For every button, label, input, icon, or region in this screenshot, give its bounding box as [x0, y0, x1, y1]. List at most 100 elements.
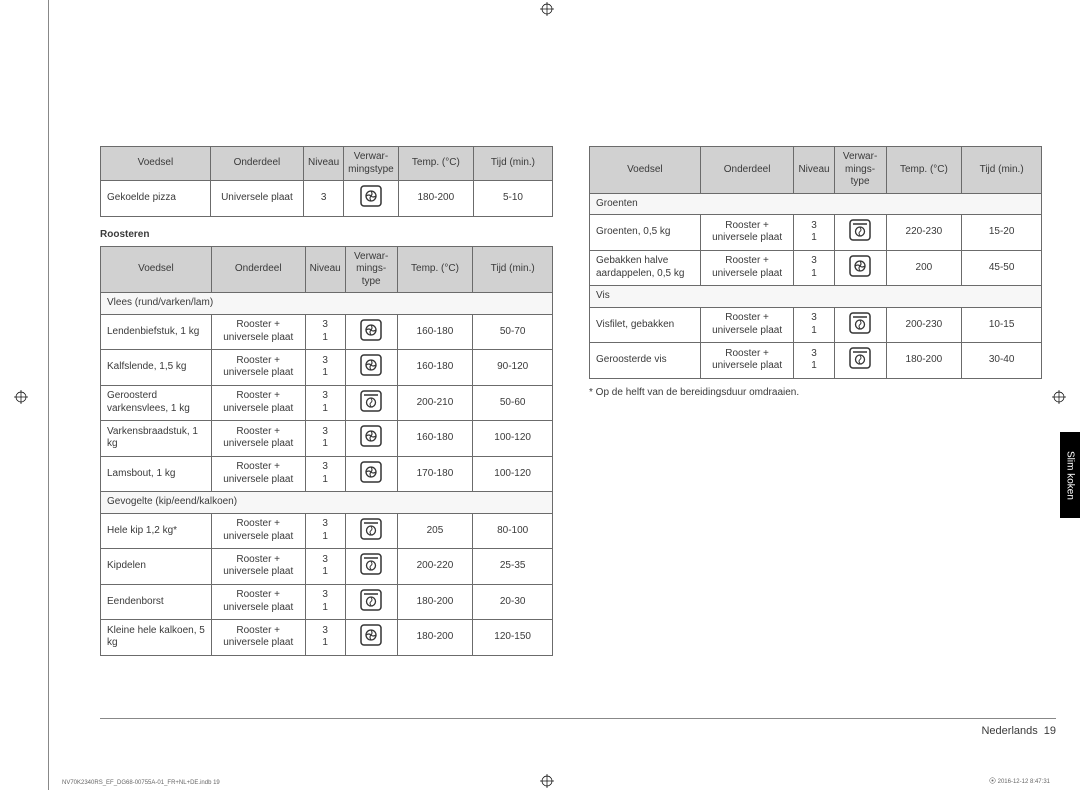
- cell-voedsel: Eendenborst: [101, 584, 212, 620]
- top-heat-icon: [849, 347, 871, 369]
- th-onderdeel: Onderdeel: [211, 246, 305, 293]
- th-voedsel: Voedsel: [101, 147, 211, 181]
- footer-language: Nederlands: [981, 725, 1037, 737]
- cell-voedsel: Kipdelen: [101, 549, 212, 585]
- top-heat-icon: [360, 390, 382, 412]
- cell-niveau: 3: [304, 181, 344, 217]
- cell-temp: 180-200: [886, 343, 962, 379]
- cell-tijd: 50-60: [473, 385, 553, 421]
- cell-niveau: 31: [305, 314, 345, 350]
- cell-voedsel: Gekoelde pizza: [101, 181, 211, 217]
- cell-voedsel: Geroosterde vis: [590, 343, 701, 379]
- cell-niveau: 31: [305, 421, 345, 457]
- table-header-row: Voedsel Onderdeel Niveau Verwar-mings-ty…: [590, 147, 1042, 194]
- cell-niveau: 31: [794, 215, 834, 251]
- top-heat-icon: [360, 518, 382, 540]
- cell-icon: [345, 350, 397, 386]
- cell-onderdeel: Rooster +universele plaat: [211, 513, 305, 549]
- top-heat-icon: [360, 553, 382, 575]
- footnote: * Op de helft van de bereidingsduur omdr…: [589, 387, 1042, 398]
- cell-onderdeel: Universele plaat: [210, 181, 303, 217]
- th-niveau: Niveau: [794, 147, 834, 194]
- convection-icon: [360, 461, 382, 483]
- crop-mark-top: [540, 2, 554, 16]
- cell-niveau: 31: [305, 385, 345, 421]
- th-niveau: Niveau: [305, 246, 345, 293]
- table-subheader-row: Gevogelte (kip/eend/kalkoen): [101, 492, 553, 514]
- cell-temp: 200-230: [886, 307, 962, 343]
- table-row: Geroosterd varkensvlees, 1 kgRooster +un…: [101, 385, 553, 421]
- cell-icon: [345, 456, 397, 492]
- cell-tijd: 80-100: [473, 513, 553, 549]
- th-verwarmingstype: Verwar-mings-type: [345, 246, 397, 293]
- cell-niveau: 31: [305, 513, 345, 549]
- cell-temp: 170-180: [397, 456, 473, 492]
- cell-niveau: 31: [305, 549, 345, 585]
- gear-icon: [989, 777, 996, 786]
- convection-icon: [360, 185, 382, 207]
- table-row: Lendenbiefstuk, 1 kgRooster +universele …: [101, 314, 553, 350]
- table-row: EendenborstRooster +universele plaat31 18…: [101, 584, 553, 620]
- left-column: Voedsel Onderdeel Niveau Verwar-mingstyp…: [100, 146, 553, 656]
- table-roosteren: Voedsel Onderdeel Niveau Verwar-mings-ty…: [100, 246, 553, 656]
- print-meta-timestamp: 2016-12-12 8:47:31: [989, 777, 1050, 786]
- cell-voedsel: Varkensbraadstuk, 1 kg: [101, 421, 212, 457]
- cell-icon: [345, 314, 397, 350]
- cell-niveau: 31: [305, 620, 345, 656]
- cell-tijd: 15-20: [962, 215, 1042, 251]
- table-groenten-vis: Voedsel Onderdeel Niveau Verwar-mings-ty…: [589, 146, 1042, 379]
- print-meta-file: NV70K2340RS_EF_DG68-00755A-01_FR+NL+DE.i…: [62, 780, 220, 786]
- footer-page-number: 19: [1044, 725, 1056, 737]
- th-verwarmingstype: Verwar-mings-type: [834, 147, 886, 194]
- convection-icon: [360, 425, 382, 447]
- cell-tijd: 100-120: [473, 456, 553, 492]
- cell-temp: 220-230: [886, 215, 962, 251]
- cell-tijd: 120-150: [473, 620, 553, 656]
- cell-voedsel: Hele kip 1,2 kg*: [101, 513, 212, 549]
- top-heat-icon: [360, 589, 382, 611]
- th-voedsel: Voedsel: [101, 246, 212, 293]
- subheader-cell: Groenten: [590, 193, 1042, 215]
- cell-onderdeel: Rooster +universele plaat: [700, 307, 794, 343]
- cell-icon: [345, 513, 397, 549]
- cell-icon: [345, 385, 397, 421]
- timestamp-text: 2016-12-12 8:47:31: [998, 779, 1050, 785]
- cell-voedsel: Groenten, 0,5 kg: [590, 215, 701, 251]
- cell-icon: [345, 620, 397, 656]
- cell-temp: 200-220: [397, 549, 473, 585]
- cell-voedsel: Geroosterd varkensvlees, 1 kg: [101, 385, 212, 421]
- cell-temp: 180-200: [397, 620, 473, 656]
- cell-voedsel: Kalfslende, 1,5 kg: [101, 350, 212, 386]
- top-heat-icon: [849, 312, 871, 334]
- table-pizza: Voedsel Onderdeel Niveau Verwar-mingstyp…: [100, 146, 553, 217]
- th-niveau: Niveau: [304, 147, 344, 181]
- cell-icon: [834, 250, 886, 286]
- table-row: Varkensbraadstuk, 1 kgRooster +universel…: [101, 421, 553, 457]
- cell-icon: [834, 343, 886, 379]
- cell-temp: 200-210: [397, 385, 473, 421]
- cell-tijd: 5-10: [473, 181, 552, 217]
- th-verwarmingstype: Verwar-mingstype: [344, 147, 399, 181]
- cell-temp: 180-200: [397, 584, 473, 620]
- convection-icon: [360, 319, 382, 341]
- cell-icon: [345, 584, 397, 620]
- cell-tijd: 20-30: [473, 584, 553, 620]
- cell-onderdeel: Rooster +universele plaat: [700, 215, 794, 251]
- cell-tijd: 100-120: [473, 421, 553, 457]
- cell-niveau: 31: [305, 350, 345, 386]
- cell-temp: 200: [886, 250, 962, 286]
- cell-voedsel: Kleine hele kalkoen, 5 kg: [101, 620, 212, 656]
- th-tijd: Tijd (min.): [962, 147, 1042, 194]
- crop-mark-left: [14, 390, 28, 404]
- th-temp: Temp. (°C): [886, 147, 962, 194]
- th-onderdeel: Onderdeel: [700, 147, 794, 194]
- table-row: Geroosterde visRooster +universele plaat…: [590, 343, 1042, 379]
- cell-voedsel: Gebakken halve aardappelen, 0,5 kg: [590, 250, 701, 286]
- cell-tijd: 25-35: [473, 549, 553, 585]
- cell-niveau: 31: [305, 584, 345, 620]
- cell-voedsel: Visfilet, gebakken: [590, 307, 701, 343]
- cell-onderdeel: Rooster +universele plaat: [211, 584, 305, 620]
- cell-tijd: 90-120: [473, 350, 553, 386]
- cell-onderdeel: Rooster +universele plaat: [211, 456, 305, 492]
- cell-onderdeel: Rooster +universele plaat: [700, 250, 794, 286]
